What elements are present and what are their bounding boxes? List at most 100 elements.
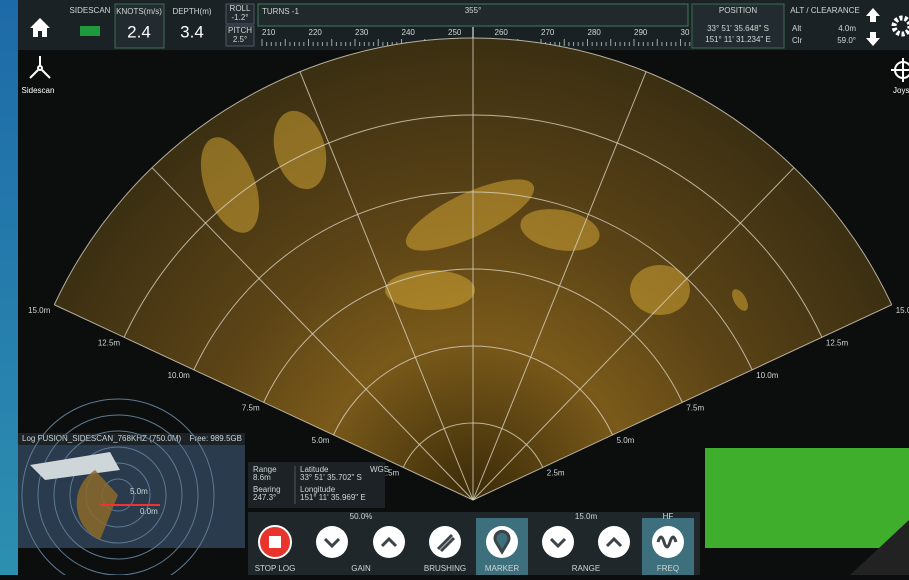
- button-brush[interactable]: [429, 526, 461, 558]
- heading: 355°: [465, 6, 482, 15]
- minimap-ring: [21, 398, 215, 580]
- range-label: 5.0m: [617, 436, 635, 445]
- minimap-free: Free: 989.5GB: [190, 434, 242, 443]
- range-label: 15.0m: [896, 306, 909, 315]
- position-label: POSITION: [719, 6, 757, 15]
- sonar-return: [385, 270, 475, 310]
- compass-label: 290: [634, 28, 648, 37]
- right-mode: Joys: [893, 86, 909, 95]
- gain-value: 50.0%: [350, 512, 373, 521]
- roll-box: [225, 3, 255, 25]
- minimap-title: Log FUSION_SIDESCAN_768KHZ (750.0M): [22, 434, 182, 443]
- button-face: [598, 526, 630, 558]
- alt-label: Alt: [792, 24, 802, 33]
- depth-value: 3.4: [180, 22, 204, 41]
- turns: TURNS -1: [262, 7, 299, 16]
- minimap-ring: [53, 430, 183, 560]
- compass-label: 230: [355, 28, 369, 37]
- button-icon: [605, 536, 623, 548]
- compass-label: 240: [402, 28, 416, 37]
- button-up[interactable]: [598, 526, 630, 558]
- range-setting: 15.0m: [575, 512, 598, 521]
- sonar-return: [273, 110, 327, 190]
- range-label: 5.0m: [312, 436, 330, 445]
- bearing-line: [299, 71, 474, 501]
- bearing-line: [472, 167, 795, 501]
- sidescan-icon[interactable]: [29, 56, 51, 79]
- range-label: 7.5m: [242, 403, 260, 412]
- button-label: RANGE: [572, 564, 600, 573]
- status-indicator: [80, 26, 100, 36]
- compass-label: 30: [681, 28, 690, 37]
- home-button[interactable]: [30, 18, 50, 37]
- compass-label: 250: [448, 28, 462, 37]
- button-icon: [323, 537, 341, 549]
- button-label: FREQ: [657, 564, 679, 573]
- corner-overlay: [850, 520, 909, 575]
- camera-view[interactable]: [705, 448, 909, 548]
- down-arrow[interactable]: [866, 32, 880, 46]
- button-label: BRUSHING: [424, 564, 466, 573]
- range-label: Range: [253, 465, 277, 474]
- left-mode: Sidescan: [22, 86, 55, 95]
- position-panel: [691, 3, 785, 49]
- lat-label: Latitude: [300, 465, 329, 474]
- minimap[interactable]: [18, 433, 245, 548]
- datum-tag: WGS: [370, 465, 389, 474]
- button-marker[interactable]: [486, 526, 518, 558]
- button-freq[interactable]: [652, 526, 684, 558]
- control-bar: [248, 512, 700, 575]
- pitch-label: PITCH: [228, 26, 252, 35]
- bearing-value: 247.3°: [253, 493, 276, 502]
- pitch-box: [225, 25, 255, 47]
- freq-value: HF: [663, 512, 674, 521]
- range-label: 2.5m: [381, 469, 399, 478]
- speed-value: 2.4: [127, 22, 151, 41]
- roll-label: ROLL: [230, 4, 251, 13]
- button-down[interactable]: [542, 526, 574, 558]
- bearing-line: [472, 304, 892, 501]
- compass-label: 220: [309, 28, 323, 37]
- settings-button[interactable]: [891, 15, 909, 37]
- bearing-label: Bearing: [253, 485, 281, 494]
- button-icon: [436, 533, 456, 553]
- button-face: [652, 526, 684, 558]
- button-up[interactable]: [373, 526, 405, 558]
- compass-label: 270: [541, 28, 555, 37]
- range-label: 12.5m: [826, 338, 849, 347]
- clr-label: Clr: [792, 36, 803, 45]
- button-down[interactable]: [316, 526, 348, 558]
- button-stop[interactable]: [258, 525, 292, 559]
- lon-value: 151° 11' 35.969" E: [300, 493, 366, 502]
- button-face: [316, 526, 348, 558]
- button-label: GAIN: [351, 564, 371, 573]
- bearing-line: [151, 167, 474, 501]
- compass-label: 260: [495, 28, 509, 37]
- heading-bar: [257, 3, 689, 27]
- sonar-return: [200, 137, 260, 233]
- sonar-return: [732, 289, 748, 311]
- up-arrow[interactable]: [866, 8, 880, 22]
- button-label: MARKER: [485, 564, 519, 573]
- button-icon: [656, 535, 678, 549]
- compass-label: 210: [262, 28, 276, 37]
- button-icon: [380, 536, 398, 548]
- speed-label: KNOTS(m/s): [116, 7, 162, 16]
- minimap-header: [18, 433, 245, 445]
- pitch-value: 2.5°: [233, 35, 247, 44]
- joystick-icon[interactable]: [891, 58, 909, 82]
- alt-value: 4.0m: [838, 24, 856, 33]
- compass-label: 280: [588, 28, 602, 37]
- lat-value: 33° 51' 35.702" S: [300, 473, 362, 482]
- bearing-line: [472, 71, 647, 501]
- minimap-ring: [69, 446, 167, 544]
- button-icon: [493, 529, 511, 555]
- status-label: SIDESCAN: [70, 6, 111, 15]
- range-label: 10.0m: [756, 371, 779, 380]
- roll-value: -1.2°: [232, 13, 249, 22]
- button-face: [373, 526, 405, 558]
- button-icon: [269, 536, 281, 548]
- minimap-swath: [76, 470, 118, 540]
- alt-title: ALT / CLEARANCE: [790, 6, 860, 15]
